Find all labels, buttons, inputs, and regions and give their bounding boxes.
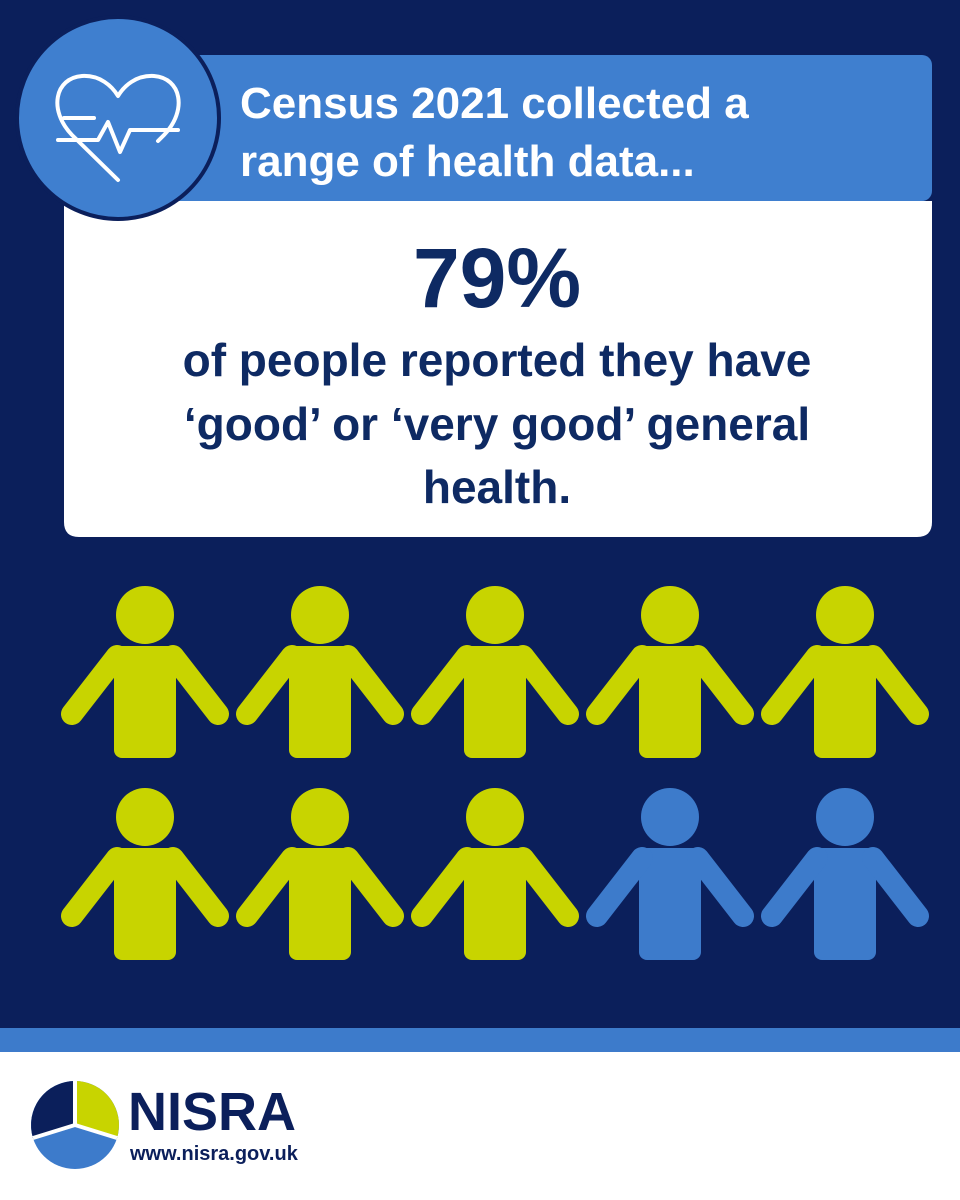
stat-description-line: of people reported they have (183, 334, 812, 386)
footer-url: www.nisra.gov.uk (129, 1143, 299, 1165)
header-bar (170, 55, 932, 201)
stat-description-line: health. (423, 461, 571, 513)
header-title: Census 2021 collected a range of health … (240, 79, 749, 186)
stat-description: of people reported they have ‘good’ or ‘… (183, 334, 812, 513)
footer-background (0, 1052, 960, 1200)
logo-text: NISRA (128, 1082, 296, 1142)
header-title-line: range of health data... (240, 137, 695, 186)
stat-description-line: ‘good’ or ‘very good’ general (184, 398, 810, 450)
header-title-line: Census 2021 collected a (240, 79, 749, 128)
icon-circle (15, 15, 221, 221)
nisra-logo-mark (31, 1081, 119, 1169)
divider-band (0, 1028, 960, 1052)
stat-value: 79% (413, 231, 581, 325)
stat-box (64, 201, 932, 537)
heart-icon (55, 73, 181, 182)
